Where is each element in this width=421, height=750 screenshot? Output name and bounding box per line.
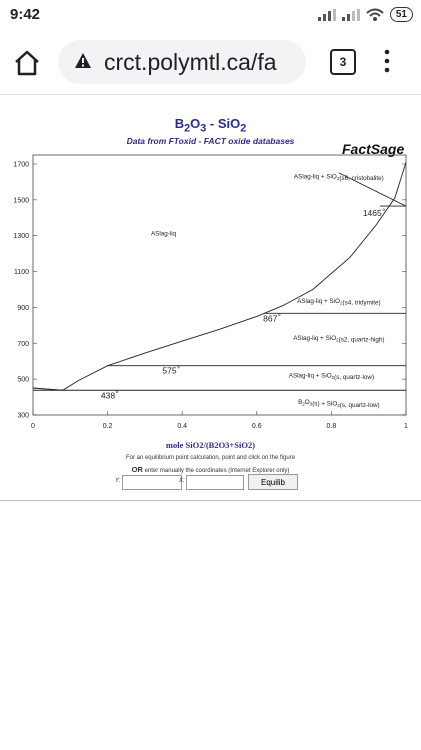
x-label: X: [179, 478, 185, 484]
plot-frame [32, 154, 407, 416]
liquidus-line [32, 162, 407, 391]
b2o3-liquidus-line [32, 387, 63, 391]
x-input[interactable] [186, 475, 244, 490]
x-tick-label-3: 0.6 [252, 423, 262, 430]
instructions-line-1: For an equilibrium point calculation, po… [125, 455, 296, 461]
url-text[interactable]: crct.polymtl.ca/fa [104, 49, 277, 75]
factsage-logo: FactSage [342, 141, 405, 157]
y-tick-label-6: 1500 [13, 197, 29, 204]
invariant-label-438: 438 [101, 390, 115, 400]
more-menu-icon[interactable] [382, 46, 392, 76]
home-icon[interactable] [12, 48, 42, 78]
y-tick-label-0: 300 [17, 413, 29, 420]
y-tick-label-3: 900 [17, 305, 29, 312]
degree-mark-438 [115, 390, 119, 393]
invariant-label-1465: 1465 [363, 208, 382, 218]
equilib-button[interactable]: Equilib [248, 474, 298, 490]
y-input[interactable] [122, 475, 182, 490]
address-bar[interactable]: crct.polymtl.ca/fa [58, 40, 306, 84]
region-label-0: ASlag-liq [151, 231, 177, 238]
page-divider [0, 500, 421, 501]
chart-title: B2O3 - SiO2 [174, 116, 247, 135]
x-axis-label: mole SiO2/(B2O3+SiO2) [165, 440, 256, 450]
browser-toolbar: crct.polymtl.ca/fa 3 [0, 30, 421, 95]
phase-diagram[interactable]: 300 500 700 900 1100 1300 1500 1700 0 0.2 0.4 0.6 0.… [0, 95, 421, 440]
region-label-3: ASlag-liq + SiO2(s2, quartz-high) [293, 335, 384, 344]
y-tick-label-7: 1700 [13, 161, 29, 168]
instructions-line-2: OR enter manually the coordinates (Inter… [131, 465, 290, 474]
y-tick-label-1: 500 [17, 377, 29, 384]
warning-icon[interactable] [74, 52, 92, 69]
region-label-2: ASlag-liq + SiO2(s4, tridymite) [297, 298, 381, 307]
x-tick-label-4: 0.8 [327, 423, 337, 430]
wifi-icon [366, 8, 384, 21]
x-tick-label-0: 0 [31, 423, 35, 430]
y-tick-label-5: 1300 [13, 233, 29, 240]
status-time: 9:42 [10, 6, 41, 23]
chart-subtitle: Data from FToxid - FACT oxide databases [126, 136, 295, 146]
page-content: B2O3 - SiO2 Data from FToxid - FACT oxid… [0, 95, 421, 500]
y-tick-label-2: 700 [17, 341, 29, 348]
x-tick-label-2: 0.4 [177, 423, 187, 430]
cristobalite-tridymite-line [338, 172, 407, 207]
signal-icon-2 [341, 8, 360, 21]
tab-switcher-button[interactable]: 3 [330, 49, 356, 75]
region-label-5: B2O3(s) + SiO2(s, quartz-low) [298, 399, 380, 409]
signal-icon [317, 8, 336, 21]
degree-mark-575 [177, 366, 180, 369]
invariant-label-575: 575 [162, 366, 176, 376]
region-label-1: ASlag-liq + SiO2(s6, cristobalite) [294, 173, 384, 182]
region-label-4: ASlag-liq + SiO2(s, quartz-low) [289, 372, 374, 381]
x-tick-label-5: 1 [404, 423, 408, 430]
x-tick-label-1: 0.2 [103, 423, 113, 430]
degree-mark-1465 [382, 208, 385, 211]
y-tick-label-4: 1100 [14, 269, 29, 276]
status-icons: 51 [317, 7, 413, 22]
y-label: Y: [115, 478, 121, 484]
battery-icon: 51 [389, 7, 413, 22]
degree-mark-867 [278, 313, 281, 316]
status-bar: 9:42 51 [0, 0, 421, 30]
invariant-label-867: 867 [263, 313, 277, 323]
